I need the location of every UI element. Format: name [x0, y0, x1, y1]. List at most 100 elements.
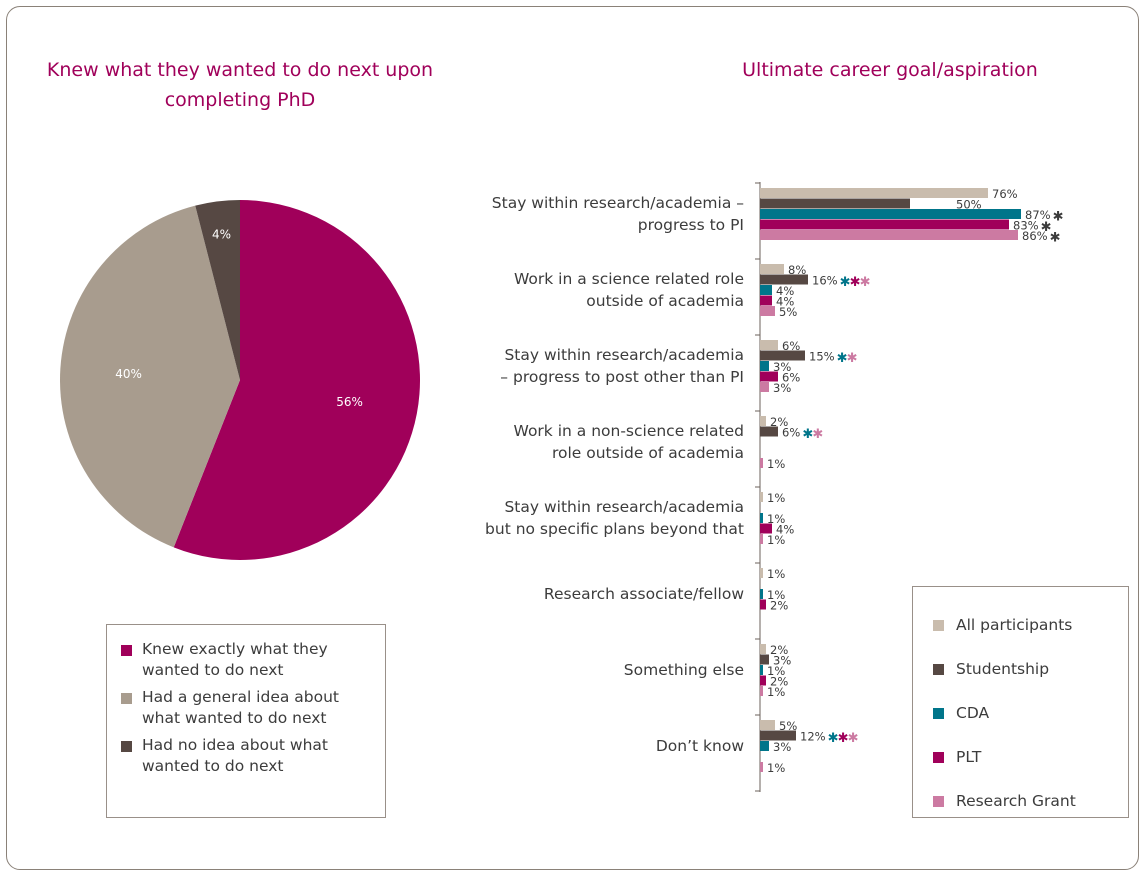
- bar: [760, 654, 769, 665]
- bar-value-label: 12%: [800, 730, 826, 744]
- pie-chart-title: Knew what they wanted to do next upon co…: [46, 59, 434, 111]
- bar: [760, 458, 763, 468]
- bar: [760, 675, 766, 686]
- legend-label: Research Grant: [956, 792, 1076, 810]
- bar-value-label: 6%: [782, 371, 800, 385]
- bar-value-label: 1%: [767, 664, 785, 678]
- significance-marker: ✱: [812, 427, 823, 442]
- chart-frame: [6, 6, 1139, 870]
- legend-label: Had no idea about what wanted to do next: [142, 736, 328, 775]
- significance-marker: ✱: [837, 351, 848, 366]
- bar: [760, 568, 763, 578]
- pie-slice-label: 56%: [336, 395, 363, 409]
- significance-marker: ✱: [802, 427, 813, 442]
- bar-value-label: 15%: [809, 350, 835, 364]
- bar: [760, 188, 988, 198]
- legend-swatch: [121, 645, 132, 656]
- bar-chart-title: Ultimate career goal/aspiration: [742, 59, 1038, 81]
- pie-slice-label: 40%: [115, 367, 142, 381]
- legend-label: Knew exactly what they wanted to do next: [142, 640, 328, 679]
- bar-value-label: 87%: [1025, 208, 1051, 222]
- bar-value-label: 2%: [770, 599, 788, 613]
- bar-value-label: 1%: [767, 567, 785, 581]
- bar: [760, 209, 1021, 219]
- bar: [760, 371, 778, 382]
- legend-label: Had a general idea about what wanted to …: [142, 688, 340, 727]
- category-label: Work in a non-science related role outsid…: [513, 422, 744, 463]
- category-label: Work in a science related role outside of…: [513, 270, 744, 311]
- bar-value-label: 6%: [782, 426, 800, 440]
- significance-marker: ✱: [840, 275, 851, 290]
- bar: [760, 295, 772, 306]
- bar-value-label: 4%: [776, 523, 794, 537]
- significance-marker: ✱: [1050, 231, 1061, 246]
- bar-value-label: 1%: [767, 457, 785, 471]
- bar: [760, 361, 769, 371]
- category-label: Something else: [623, 661, 744, 680]
- bar-value-label: 86%: [1022, 229, 1048, 243]
- bar: [760, 230, 1018, 240]
- significance-marker: ✱: [847, 351, 858, 366]
- bar: [760, 426, 778, 437]
- bar-value-label: 1%: [767, 491, 785, 505]
- bar-value-label: 50%: [956, 198, 982, 212]
- legend-label: All participants: [956, 616, 1073, 634]
- bar: [760, 665, 763, 675]
- pie-legend-item: Had no idea about what wanted to do next: [121, 735, 385, 777]
- bar-value-label: 2%: [770, 675, 788, 689]
- bar-value-label: 8%: [788, 263, 806, 277]
- bar-value-label: 76%: [992, 187, 1018, 201]
- bar-value-label: 4%: [776, 295, 794, 309]
- bar: [760, 306, 775, 316]
- bar-value-label: 3%: [773, 381, 791, 395]
- pie-legend-item: Had a general idea about what wanted to …: [121, 687, 385, 729]
- bar: [760, 589, 763, 599]
- legend-swatch: [121, 693, 132, 704]
- bar: [760, 416, 766, 426]
- bar: [760, 340, 778, 350]
- bar: [760, 686, 763, 696]
- significance-marker: ✱: [1053, 210, 1064, 225]
- pie-slice: [173, 200, 420, 560]
- category-label: Stay within research/academia – progress …: [500, 346, 744, 387]
- bar-value-label: 3%: [773, 740, 791, 754]
- bar-legend: All participants Studentship CDA PLT Res…: [912, 586, 1129, 818]
- category-label: Don’t know: [655, 737, 744, 756]
- bar-value-label: 1%: [767, 533, 785, 547]
- bar-value-label: 83%: [1013, 219, 1039, 233]
- bar: [760, 644, 766, 654]
- bar: [760, 741, 769, 751]
- pie-slice: [59, 205, 240, 548]
- pie-slice: [195, 200, 240, 380]
- bar-value-label: 1%: [767, 512, 785, 526]
- bar: [760, 219, 1009, 230]
- bar: [760, 523, 772, 534]
- pie-legend-item: Knew exactly what they wanted to do next: [121, 639, 385, 681]
- legend-label: CDA: [956, 704, 990, 722]
- bar-value-label: 1%: [767, 761, 785, 775]
- bar-value-label: 6%: [782, 339, 800, 353]
- category-label: Research associate/fellow: [543, 585, 744, 604]
- legend-swatch: [121, 741, 132, 752]
- bar: [760, 264, 784, 274]
- bar-value-label: 16%: [812, 274, 838, 288]
- bar: [760, 382, 769, 392]
- legend-swatch: [933, 619, 944, 631]
- bar: [760, 762, 763, 772]
- bar: [760, 720, 775, 730]
- bar-legend-item: CDA: [933, 691, 1128, 735]
- bar-value-label: 5%: [779, 305, 797, 319]
- significance-marker: ✱: [848, 731, 859, 746]
- significance-marker: ✱: [860, 275, 871, 290]
- category-label: Stay within research/academia but no spec…: [485, 498, 744, 539]
- bar-value-label: 5%: [779, 719, 797, 733]
- bar-value-label: 1%: [767, 685, 785, 699]
- significance-marker: ✱: [828, 731, 839, 746]
- bar: [760, 492, 763, 502]
- pie-legend: Knew exactly what they wanted to do next…: [106, 624, 386, 818]
- pie-chart: 56% 40% 4%: [59, 200, 420, 560]
- legend-label: PLT: [956, 748, 982, 766]
- bar: [760, 534, 763, 544]
- bar: [760, 513, 763, 523]
